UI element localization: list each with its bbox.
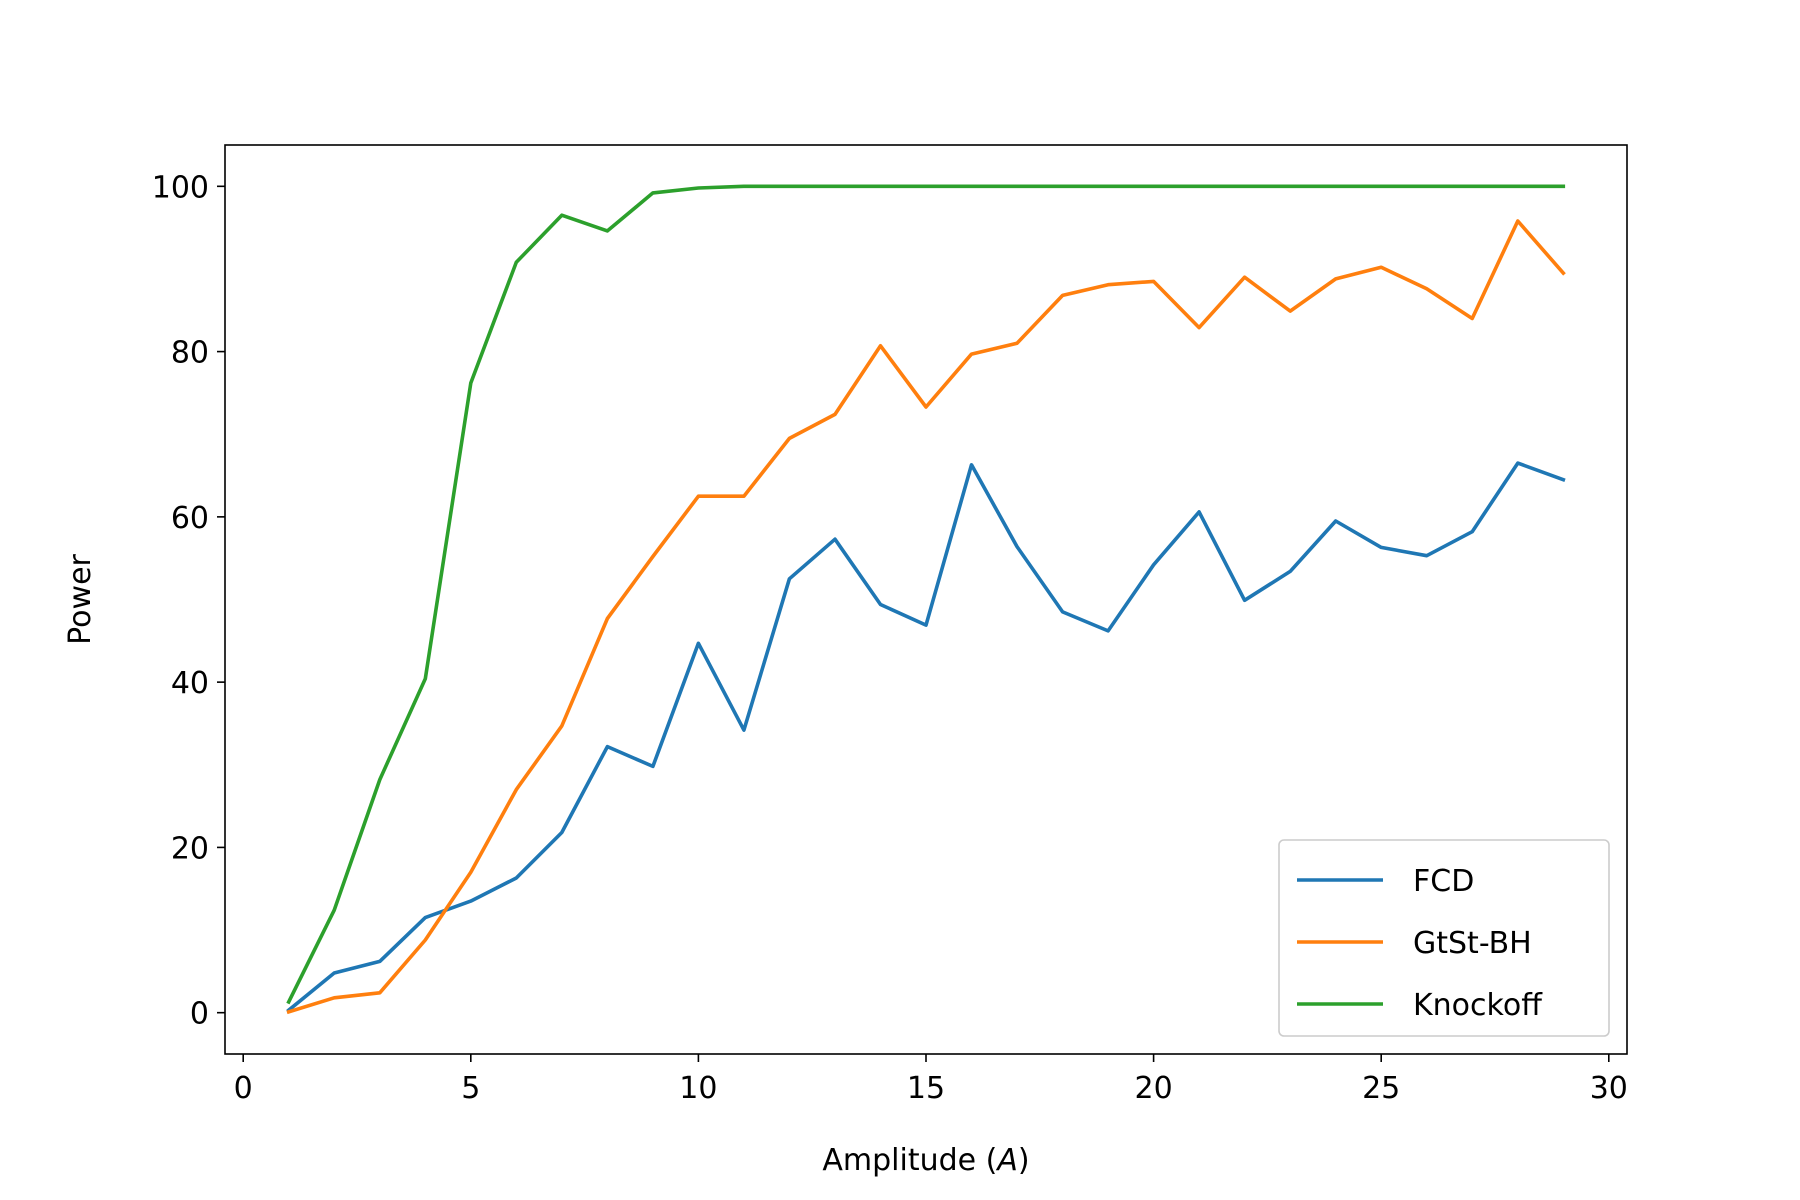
y-tick-label: 40 <box>171 666 209 701</box>
y-tick-label: 0 <box>190 997 209 1032</box>
x-tick-label: 10 <box>679 1071 717 1106</box>
series-line-gtst-bh <box>286 219 1566 1015</box>
x-tick-label: 0 <box>234 1071 253 1106</box>
series-line-fcd <box>286 461 1566 1013</box>
y-axis-label: Power <box>63 553 98 644</box>
x-tick-label: 15 <box>907 1071 945 1106</box>
x-axis: 0 5 10 15 20 25 30 <box>234 1054 1628 1106</box>
legend: FCD GtSt-BH Knockoff <box>1278 839 1610 1037</box>
legend-label-knockoff: Knockoff <box>1413 988 1543 1023</box>
x-tick-label: 30 <box>1590 1071 1628 1106</box>
y-axis: 0 20 40 60 80 100 <box>152 170 225 1032</box>
x-axis-label-prefix: Amplitude ( <box>822 1143 997 1178</box>
series-layer <box>286 184 1566 1015</box>
series-line-knockoff <box>286 184 1566 1005</box>
y-tick-label: 60 <box>171 501 209 536</box>
x-tick-label: 5 <box>461 1071 480 1106</box>
y-tick-label: 100 <box>152 170 209 205</box>
legend-box <box>1278 839 1610 1037</box>
legend-label-gtst-bh: GtSt-BH <box>1413 926 1532 961</box>
x-axis-label: Amplitude (A) <box>822 1143 1029 1178</box>
y-tick-label: 20 <box>171 831 209 866</box>
x-tick-label: 20 <box>1135 1071 1173 1106</box>
legend-label-fcd: FCD <box>1413 864 1474 899</box>
x-axis-label-symbol: A <box>995 1143 1018 1178</box>
y-tick-label: 80 <box>171 336 209 371</box>
x-tick-label: 25 <box>1362 1071 1400 1106</box>
x-axis-label-suffix: ) <box>1018 1143 1030 1178</box>
